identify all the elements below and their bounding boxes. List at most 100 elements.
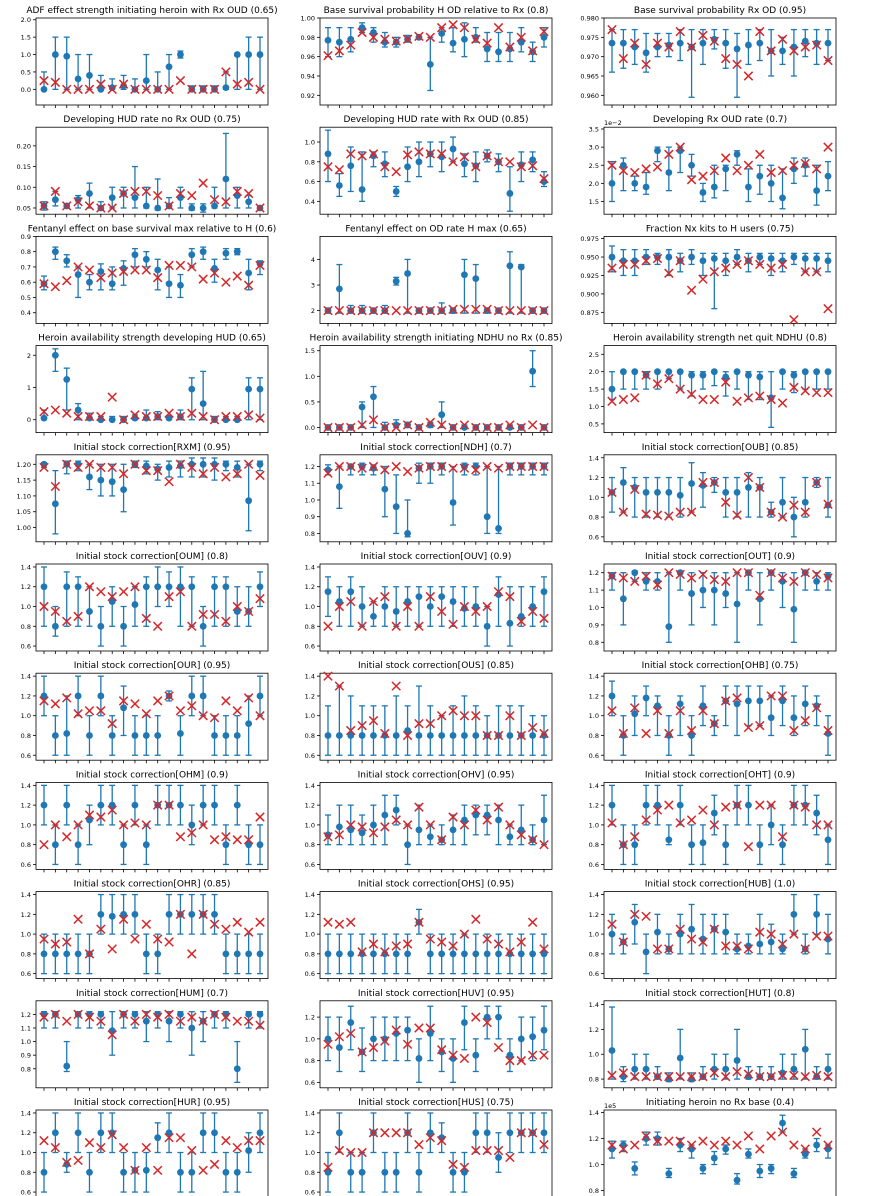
y-tick-label: 0.9 — [21, 1052, 31, 1060]
cross-stroke — [675, 706, 685, 716]
cross-stroke — [755, 482, 765, 493]
y-tick-label: 0.975 — [580, 235, 599, 243]
true-value-marker — [414, 718, 424, 729]
cross-stroke — [686, 507, 697, 517]
estimate-point — [676, 930, 684, 938]
true-value-marker — [221, 197, 231, 207]
cross-stroke — [141, 709, 152, 719]
true-value-marker — [402, 730, 413, 741]
estimate-point — [619, 595, 627, 603]
cross-stroke — [164, 408, 174, 418]
true-value-marker — [152, 411, 163, 422]
true-value-marker — [823, 573, 833, 583]
estimate-point — [676, 801, 684, 809]
true-value-marker — [73, 611, 83, 622]
estimate-point — [801, 255, 809, 262]
cross-stroke — [471, 914, 481, 925]
estimate-point — [779, 257, 786, 265]
cross-stroke — [618, 937, 629, 947]
axes-frame — [319, 345, 553, 434]
true-value-marker — [709, 394, 720, 405]
cross-stroke — [164, 591, 174, 602]
estimate-point — [461, 160, 468, 168]
estimate-point — [335, 285, 343, 293]
cross-stroke — [516, 162, 526, 172]
cross-stroke — [459, 929, 470, 939]
true-value-marker — [823, 142, 833, 152]
cross-stroke — [777, 832, 788, 842]
true-value-marker — [118, 1009, 129, 1020]
true-value-marker — [346, 40, 356, 50]
y-tick-label: 4 — [311, 256, 315, 264]
cross-stroke — [800, 567, 810, 578]
true-value-marker — [607, 706, 617, 716]
true-value-marker — [141, 411, 152, 422]
true-value-marker — [755, 259, 765, 270]
true-value-marker — [50, 405, 61, 415]
estimate-point — [51, 622, 59, 630]
true-value-marker — [505, 420, 515, 430]
true-value-marker — [766, 567, 776, 578]
estimate-point — [233, 732, 241, 739]
true-value-marker — [493, 730, 504, 741]
estimate-point — [426, 950, 434, 958]
cross-stroke — [357, 27, 367, 38]
cross-stroke — [152, 411, 163, 422]
subplot-title: Initial stock correction[OHM] (0.9) — [76, 770, 229, 780]
true-value-marker — [505, 305, 515, 316]
estimate-point — [438, 950, 446, 958]
cross-stroke — [505, 305, 515, 316]
estimate-point — [619, 479, 627, 486]
cross-stroke — [811, 931, 822, 941]
estimate-point — [358, 403, 366, 411]
estimate-point — [142, 202, 150, 210]
true-value-marker — [141, 84, 152, 95]
subplot-title: Initial stock correction[HUV] (0.95) — [358, 989, 514, 999]
cross-stroke — [471, 162, 481, 172]
true-value-marker — [380, 422, 390, 433]
cross-stroke — [686, 725, 697, 736]
subplot-title: Initial stock correction[NDH] (0.7) — [360, 443, 511, 453]
cross-stroke — [698, 477, 708, 488]
cross-stroke — [255, 413, 265, 423]
true-value-marker — [789, 500, 799, 510]
cross-stroke — [732, 800, 742, 810]
estimate-point — [745, 484, 752, 491]
true-value-marker — [368, 461, 379, 472]
cross-stroke — [789, 160, 799, 170]
cross-stroke — [334, 601, 345, 612]
y-tick-label: 0.98 — [301, 34, 315, 42]
cross-stroke — [346, 917, 356, 927]
true-value-marker — [187, 408, 197, 418]
estimate-point — [404, 950, 411, 958]
axes-frame — [35, 345, 269, 434]
estimate-point — [381, 603, 389, 610]
true-value-marker — [107, 392, 117, 402]
true-value-marker — [641, 59, 651, 70]
true-value-marker — [334, 830, 345, 840]
cross-stroke — [380, 34, 390, 44]
cross-stroke — [346, 40, 356, 50]
true-value-marker — [198, 411, 208, 422]
cross-stroke — [777, 259, 788, 270]
cross-stroke — [323, 621, 333, 632]
true-value-marker — [414, 917, 424, 927]
true-value-marker — [698, 171, 708, 181]
estimate-point — [51, 841, 59, 849]
true-value-marker — [221, 924, 231, 934]
cross-stroke — [152, 190, 163, 201]
true-value-marker — [516, 461, 526, 472]
cross-stroke — [198, 178, 208, 188]
cross-stroke — [130, 410, 140, 420]
estimate-point — [245, 950, 253, 958]
cross-stroke — [607, 571, 617, 581]
estimate-point — [199, 400, 207, 407]
estimate-point — [472, 33, 480, 41]
estimate-point — [824, 257, 832, 265]
cross-stroke — [527, 161, 538, 171]
true-value-marker — [118, 586, 129, 597]
estimate-point — [222, 841, 230, 849]
y-tick-label: 1.0 — [21, 712, 31, 720]
true-value-marker — [823, 387, 833, 398]
estimate-point — [517, 612, 525, 620]
